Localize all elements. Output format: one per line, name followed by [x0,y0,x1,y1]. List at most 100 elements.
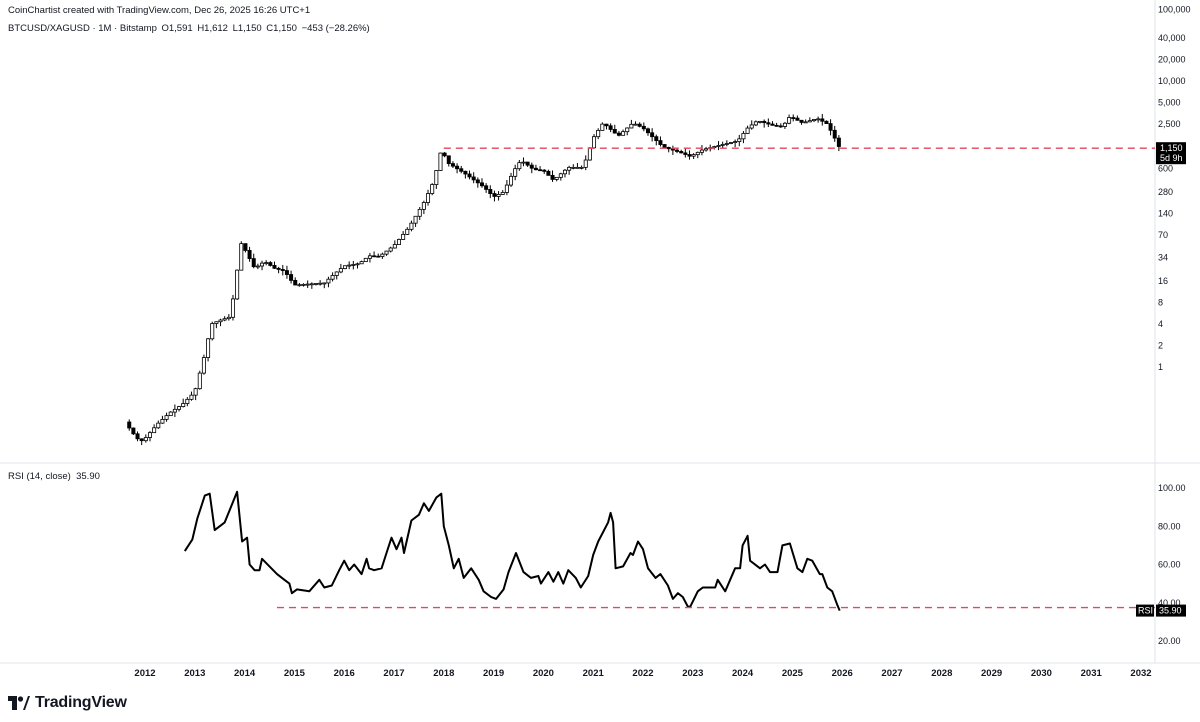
rsi-line[interactable] [183,490,841,611]
candle[interactable] [247,246,252,262]
candle[interactable] [579,165,584,170]
candle[interactable] [297,282,302,287]
candle[interactable] [396,238,401,245]
candle[interactable] [820,113,825,126]
candle[interactable] [791,114,796,122]
candle[interactable] [326,276,331,288]
candle[interactable] [206,337,211,362]
candle[interactable] [471,172,476,184]
candle[interactable] [318,280,323,286]
candle[interactable] [600,122,605,131]
candle[interactable] [347,261,352,270]
candle[interactable] [550,170,555,182]
candle[interactable] [255,263,260,270]
candle[interactable] [554,176,559,182]
candle[interactable] [621,129,626,136]
candle[interactable] [616,130,621,137]
candle[interactable] [836,135,841,152]
candle[interactable] [542,169,547,174]
candle[interactable] [575,163,580,169]
candle[interactable] [210,321,215,341]
tradingview-logo[interactable]: TradingView [8,693,127,713]
candle[interactable] [172,404,177,417]
candle[interactable] [592,134,597,149]
candle[interactable] [143,434,148,443]
candle[interactable] [484,183,489,193]
candle[interactable] [716,141,721,151]
candle[interactable] [280,264,285,276]
candle[interactable] [434,170,439,189]
candle[interactable] [384,250,389,256]
candle[interactable] [222,316,227,322]
candle[interactable] [774,122,779,127]
candle[interactable] [675,148,680,154]
candle[interactable] [803,119,808,124]
candle[interactable] [645,127,650,136]
candle[interactable] [409,220,414,232]
candle[interactable] [513,164,518,181]
candle[interactable] [467,170,472,180]
candle[interactable] [201,354,206,375]
candle[interactable] [558,172,563,181]
candle[interactable] [463,170,468,179]
candle[interactable] [268,261,273,267]
candle[interactable] [455,163,460,174]
candle[interactable] [239,241,244,271]
candle[interactable] [405,227,410,235]
candle[interactable] [160,415,165,424]
candle[interactable] [380,252,385,259]
candle[interactable] [363,257,368,262]
time-axis[interactable]: 2012 2013 2014 2015 2016 2017 2018 2019 2020 2021… [134,668,1151,679]
candle[interactable] [139,438,144,446]
candle[interactable] [704,146,709,152]
candle[interactable] [538,166,543,172]
candle[interactable] [816,116,821,123]
candle[interactable] [293,277,298,286]
candle[interactable] [500,190,505,195]
candle[interactable] [807,117,812,123]
rsi-legend[interactable]: RSI (14, close) 35.90 [8,471,100,482]
candle[interactable] [509,172,514,187]
candle[interactable] [235,269,240,300]
candle[interactable] [496,191,501,201]
candle[interactable] [260,260,265,271]
candle[interactable] [695,151,700,159]
candle[interactable] [181,398,186,408]
candle[interactable] [654,134,659,146]
candle[interactable] [135,431,140,442]
candle[interactable] [168,411,173,417]
candle[interactable] [313,283,318,286]
candle[interactable] [430,183,435,196]
candle[interactable] [284,265,289,279]
candle[interactable] [446,155,451,167]
candle[interactable] [421,200,426,215]
candle[interactable] [218,318,223,327]
candle[interactable] [745,125,750,134]
candle[interactable] [276,266,281,274]
candle[interactable] [529,162,534,174]
candle[interactable] [778,123,783,128]
candle[interactable] [699,145,704,156]
candle[interactable] [338,263,343,274]
candle[interactable] [533,164,538,171]
candle[interactable] [156,420,161,429]
candle[interactable] [521,157,526,167]
candle[interactable] [583,155,588,171]
candle[interactable] [388,246,393,253]
price-axis[interactable]: 1 2 4 8 16 34 70 140 280 600 5,000 10,000 20,000 40,0… [1158,5,1191,646]
candle[interactable] [251,253,256,269]
candle[interactable] [766,118,771,128]
candle[interactable] [147,431,152,442]
candle[interactable] [670,145,675,155]
candle[interactable] [741,131,746,144]
candle[interactable] [749,120,754,130]
candle[interactable] [305,280,310,289]
candle[interactable] [546,169,551,176]
candle[interactable] [782,121,787,129]
candle[interactable] [152,424,157,434]
candle[interactable] [289,270,294,284]
candle[interactable] [334,271,339,280]
candle[interactable] [799,119,804,125]
candle[interactable] [417,206,422,220]
candle[interactable] [459,165,464,174]
